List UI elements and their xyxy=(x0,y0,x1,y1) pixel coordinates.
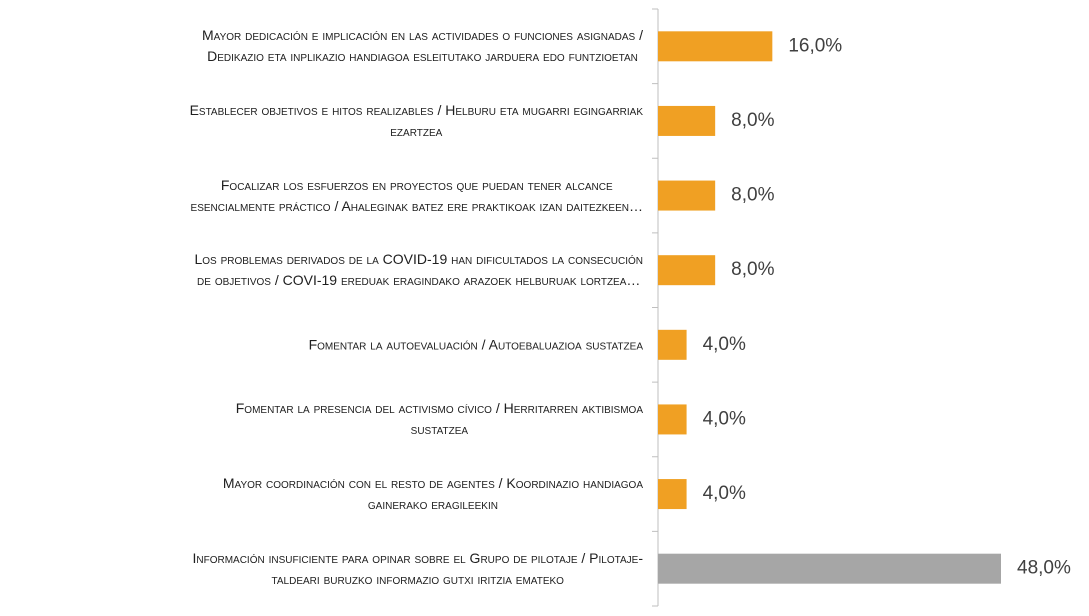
bar xyxy=(658,479,687,510)
value-label: 4,0% xyxy=(703,408,746,429)
value-label: 4,0% xyxy=(703,334,746,355)
value-label: 4,0% xyxy=(703,483,746,504)
bar xyxy=(658,31,773,62)
category-label-box: Fomentar la autoevaluación / Autoebaluaz… xyxy=(3,334,643,355)
category-label-box: Fomentar la presencia del activismo cívi… xyxy=(3,398,643,440)
value-label: 16,0% xyxy=(788,35,842,56)
category-label: Focalizar los esfuerzos en proyectos que… xyxy=(190,176,643,214)
value-label: 8,0% xyxy=(731,110,774,131)
category-label-box: Mayor coordinación con el resto de agent… xyxy=(3,473,643,515)
category-label: Fomentar la autoevaluación / Autoebaluaz… xyxy=(308,336,643,353)
bar xyxy=(658,553,1001,584)
category-label-box: Los problemas derivados de la COVID-19 h… xyxy=(3,249,643,291)
category-label: Fomentar la presencia del activismo cívi… xyxy=(235,400,643,438)
bar xyxy=(658,105,716,136)
category-label: Información insuficiente para opinar sob… xyxy=(192,549,643,587)
category-label-box: Información insuficiente para opinar sob… xyxy=(3,548,643,590)
category-label: Mayor coordinación con el resto de agent… xyxy=(222,475,643,513)
bar xyxy=(658,404,687,435)
bar xyxy=(658,255,716,286)
value-label: 48,0% xyxy=(1017,558,1071,579)
category-label-box: Focalizar los esfuerzos en proyectos que… xyxy=(3,175,643,217)
category-label: Los problemas derivados de la COVID-19 h… xyxy=(194,251,643,289)
value-label: 8,0% xyxy=(731,185,774,206)
category-label: Establecer objetivos e hitos realizables… xyxy=(189,101,643,139)
value-label: 8,0% xyxy=(731,259,774,280)
bar xyxy=(658,329,687,360)
category-label: Mayor dedicación e implicación en las ac… xyxy=(201,27,643,65)
category-label-box: Mayor dedicación e implicación en las ac… xyxy=(3,25,643,67)
bar xyxy=(658,180,716,211)
category-label-box: Establecer objetivos e hitos realizables… xyxy=(3,100,643,142)
